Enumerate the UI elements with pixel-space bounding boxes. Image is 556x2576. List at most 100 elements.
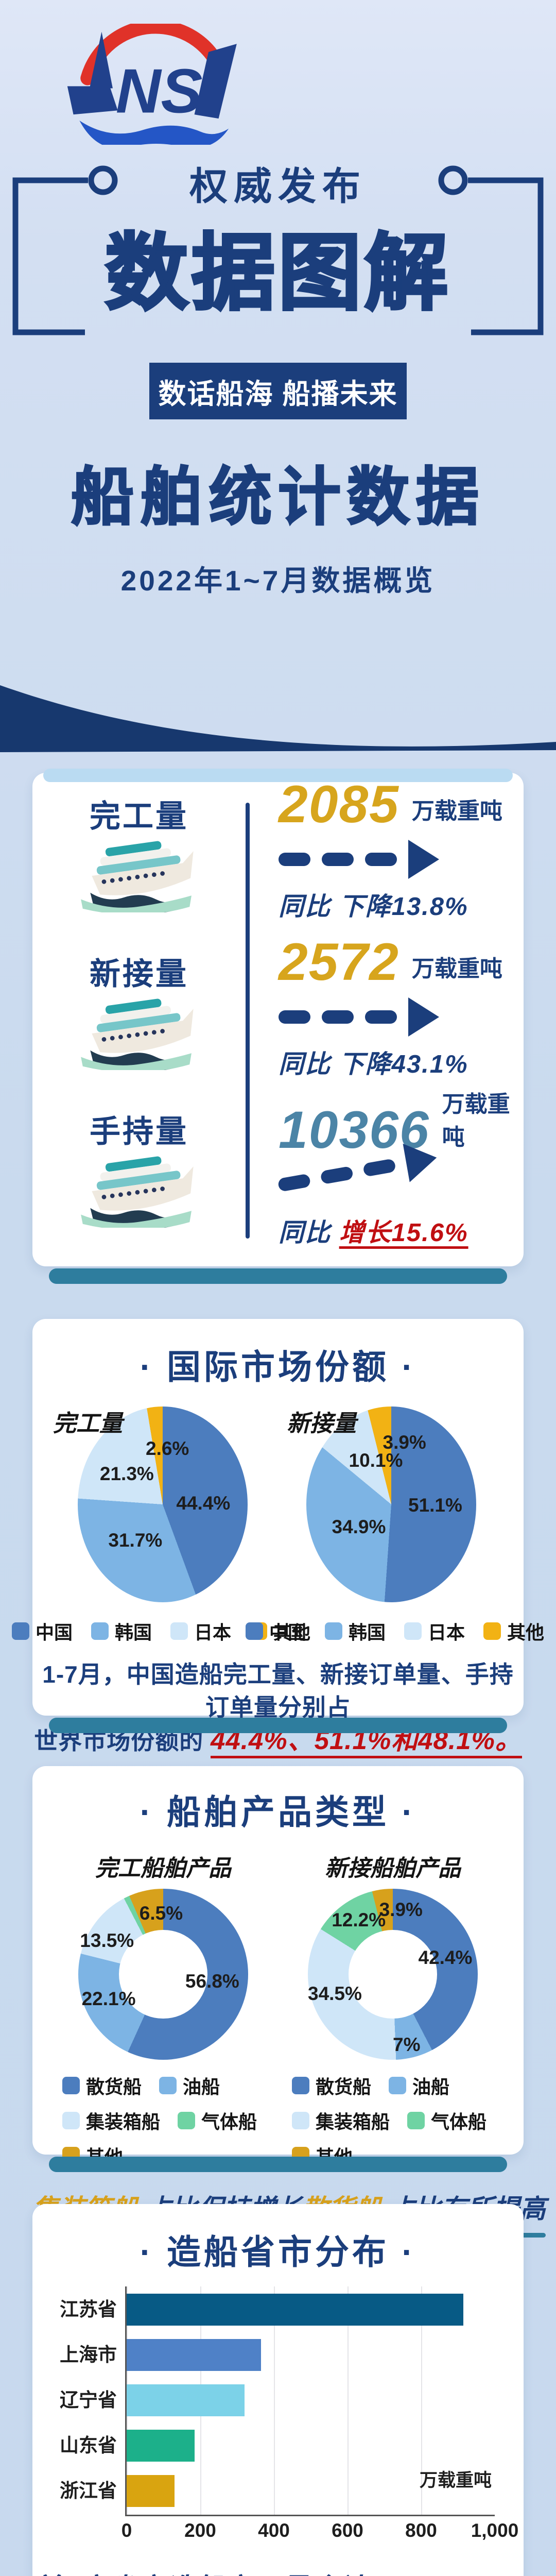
bar-category-label: 山东省	[60, 2435, 117, 2456]
bar-shanghai	[127, 2339, 261, 2371]
donut-completed-products-block: 完工船舶产品 56.8% 22.1% 13.5% 6.5% 散货船 油船 集装箱…	[55, 1836, 271, 2169]
pie-completions-block: 完工量 44.4% 31.7% 21.3% 2.6%	[46, 1396, 276, 1614]
donut-label: 12.2%	[332, 1909, 386, 1930]
x-tick: 600	[332, 2520, 363, 2541]
donut-label: 56.8%	[185, 1971, 239, 1992]
legend-swatch	[324, 1622, 342, 1640]
main-title: 船舶统计数据	[71, 462, 485, 533]
wave-divider	[0, 685, 556, 752]
bar-category-label: 辽宁省	[60, 2389, 117, 2411]
section-title: · 国际市场份额 ·	[140, 1348, 416, 1386]
ship-icon	[81, 998, 194, 1070]
donut-label: 6.5%	[139, 1902, 183, 1924]
bar-zhejiang	[127, 2475, 175, 2507]
province-bar-chart: 江苏省 上海市 辽宁省 山东省 浙江省 万载重吨 0 200 400 600 8…	[50, 2286, 518, 2541]
donut-legend: 散货船 油船 集装箱船 气体船 其他	[285, 2060, 501, 2169]
legend-label: 中国	[269, 1622, 306, 1643]
donut-label: 7%	[393, 2034, 421, 2056]
tagline-box: 数话船海 船播未来	[149, 363, 407, 419]
legend-swatch	[62, 2077, 80, 2094]
donut-title: 新接船舶产品	[325, 1856, 461, 1881]
metric-unit: 万载重吨	[442, 1091, 510, 1150]
pie-new-orders-block: 新接量 51.1% 34.9% 10.1% 3.9%	[280, 1396, 510, 1614]
donut-new-order-products-block: 新接船舶产品 42.4% 7% 34.5% 12.2% 3.9% 散货船 油船 …	[285, 1836, 501, 2169]
metric-value: 2572	[279, 932, 399, 991]
bracket-decoration	[12, 165, 544, 335]
x-tick: 200	[184, 2520, 216, 2541]
metric-unit: 万载重吨	[411, 956, 502, 982]
legend-label: 其他	[273, 1622, 311, 1643]
section-title: · 造船省市分布 ·	[140, 2233, 416, 2271]
pie-title: 完工量	[53, 1410, 123, 1436]
legend-label: 油船	[183, 2076, 220, 2097]
metric-unit: 万载重吨	[411, 799, 502, 824]
pie-label: 21.3%	[99, 1463, 154, 1485]
card-bottom-accent	[49, 1718, 507, 1733]
card-top-accent	[43, 769, 513, 782]
legend-label: 日本	[428, 1622, 465, 1643]
vertical-divider	[246, 803, 250, 1239]
ship-icon	[81, 841, 194, 912]
metric-yoy-note: 同比 下降13.8%	[279, 893, 468, 921]
legend-label: 集装箱船	[86, 2111, 161, 2132]
card-province-distribution: · 造船省市分布 · 江苏省 上海市 辽宁省 山东省 浙江省 万载重吨 0 20…	[32, 2204, 524, 2576]
legend-swatch	[62, 2112, 80, 2129]
donut-label: 3.9%	[379, 1899, 423, 1920]
bar-category-label: 上海市	[60, 2344, 117, 2365]
legend-label: 散货船	[86, 2076, 142, 2097]
metric-label: 完工量	[90, 799, 188, 834]
legend-label: 气体船	[201, 2111, 257, 2132]
pie-label: 51.1%	[408, 1495, 462, 1516]
x-tick: 400	[258, 2520, 290, 2541]
legend-swatch	[245, 1622, 263, 1640]
donut-hole	[349, 1929, 437, 2019]
pie-label: 2.6%	[146, 1437, 189, 1459]
pie-legend: 中国 韩国 日本 其他	[11, 1614, 310, 1645]
metric-value: 10366	[279, 1100, 430, 1159]
metric-label: 手持量	[90, 1114, 188, 1149]
legend-label: 日本	[194, 1622, 232, 1643]
x-tick: 0	[121, 2520, 132, 2541]
legend-swatch	[407, 2112, 425, 2129]
bar-jiangsu	[127, 2294, 464, 2326]
legend-swatch	[404, 1622, 422, 1640]
section-title: · 船舶产品类型 ·	[140, 1793, 416, 1831]
pie-chart-completions: 44.4% 31.7% 21.3% 2.6%	[78, 1406, 248, 1602]
ship-icon	[81, 1156, 194, 1228]
metric-row-completions: 完工量 2085 万载重吨	[32, 773, 524, 930]
legend-swatch	[389, 2077, 407, 2094]
cansi-logo: NS	[67, 24, 237, 145]
x-tick: 800	[405, 2520, 437, 2541]
legend-swatch	[483, 1622, 501, 1640]
donut-legend: 散货船 油船 集装箱船 气体船 其他	[55, 2060, 271, 2169]
x-tick: 1,000	[471, 2520, 519, 2541]
pie-label: 10.1%	[349, 1449, 403, 1471]
donut-label: 42.4%	[418, 1946, 473, 1968]
donut-label: 34.5%	[308, 1982, 362, 2004]
subtitle-period: 2022年1~7月数据概览	[120, 565, 436, 597]
legend-label: 集装箱船	[316, 2111, 390, 2132]
card-bottom-accent	[49, 2157, 507, 2172]
pie-chart-new-orders: 51.1% 34.9% 10.1% 3.9%	[306, 1406, 476, 1602]
donut-title: 完工船舶产品	[95, 1856, 231, 1881]
donut-label: 13.5%	[80, 1929, 134, 1951]
tagline: 数话船海 船播未来	[158, 378, 398, 410]
legend-label: 散货船	[316, 2076, 372, 2097]
pie-legend: 中国 韩国 日本 其他	[245, 1614, 544, 1645]
metric-yoy-note: 同比 下降43.1%	[279, 1050, 468, 1079]
legend-label: 其他	[507, 1622, 545, 1643]
legend-label: 中国	[35, 1622, 73, 1643]
card-bottom-accent	[49, 1268, 507, 1284]
pie-label: 31.7%	[108, 1530, 163, 1551]
card-market-share: · 国际市场份额 · 完工量 44.4% 31.7% 21.3% 2.6% 新接…	[11, 1319, 544, 1758]
legend-swatch	[91, 1622, 109, 1640]
donut-label: 22.1%	[81, 1988, 136, 2009]
metric-row-order-backlog: 手持量 10366 万载重吨	[32, 1088, 524, 1247]
market-share-summary: 1-7月，中国造船完工量、新接订单量、手持订单量分别占 世界市场份额的 44.4…	[32, 1645, 524, 1758]
pie-label: 3.9%	[383, 1432, 426, 1453]
page-title: 数据图解	[104, 226, 451, 321]
province-summary: 前5家省市造船完工量合计占比 92.0%	[32, 2534, 524, 2576]
badge-authoritative-release: 权威发布	[189, 165, 367, 208]
pie-label: 44.4%	[176, 1493, 231, 1514]
